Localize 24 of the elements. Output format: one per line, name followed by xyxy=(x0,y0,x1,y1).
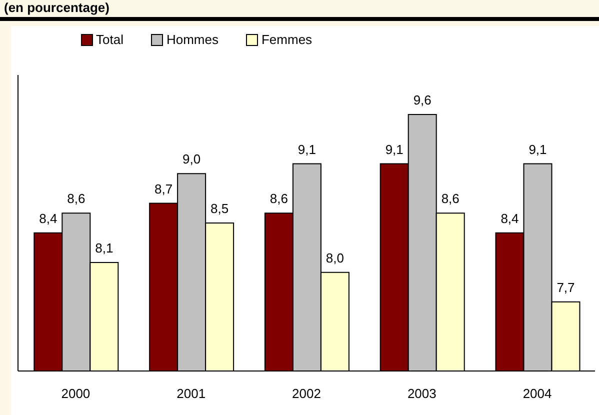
x-tick-label: 2000 xyxy=(61,386,90,402)
data-label: 8,7 xyxy=(154,181,173,196)
data-label: 9,1 xyxy=(385,142,404,157)
data-label: 8,6 xyxy=(67,191,86,206)
legend-label: Total xyxy=(96,32,124,47)
data-label: 9,1 xyxy=(528,142,547,157)
legend-label: Hommes xyxy=(166,32,218,47)
data-label: 8,1 xyxy=(95,240,114,256)
data-label: 7,7 xyxy=(556,280,575,295)
data-label: 8,5 xyxy=(210,201,229,216)
data-label: 9,1 xyxy=(298,142,316,157)
x-tick-label: 2004 xyxy=(522,386,552,402)
x-tick-label: 2002 xyxy=(292,386,321,402)
data-label: 8,6 xyxy=(441,191,460,206)
data-label: 8,4 xyxy=(500,210,519,226)
data-label: 9,6 xyxy=(413,92,432,108)
data-label: 8,4 xyxy=(39,210,58,226)
x-tick-label: 2003 xyxy=(407,386,436,402)
chart-subtitle: (en pourcentage) xyxy=(4,0,110,15)
x-tick-label: 2001 xyxy=(176,386,206,402)
data-label: 9,0 xyxy=(182,152,201,167)
legend-label: Femmes xyxy=(261,32,312,47)
data-label: 8,0 xyxy=(326,250,344,266)
data-label: 8,6 xyxy=(270,191,288,206)
